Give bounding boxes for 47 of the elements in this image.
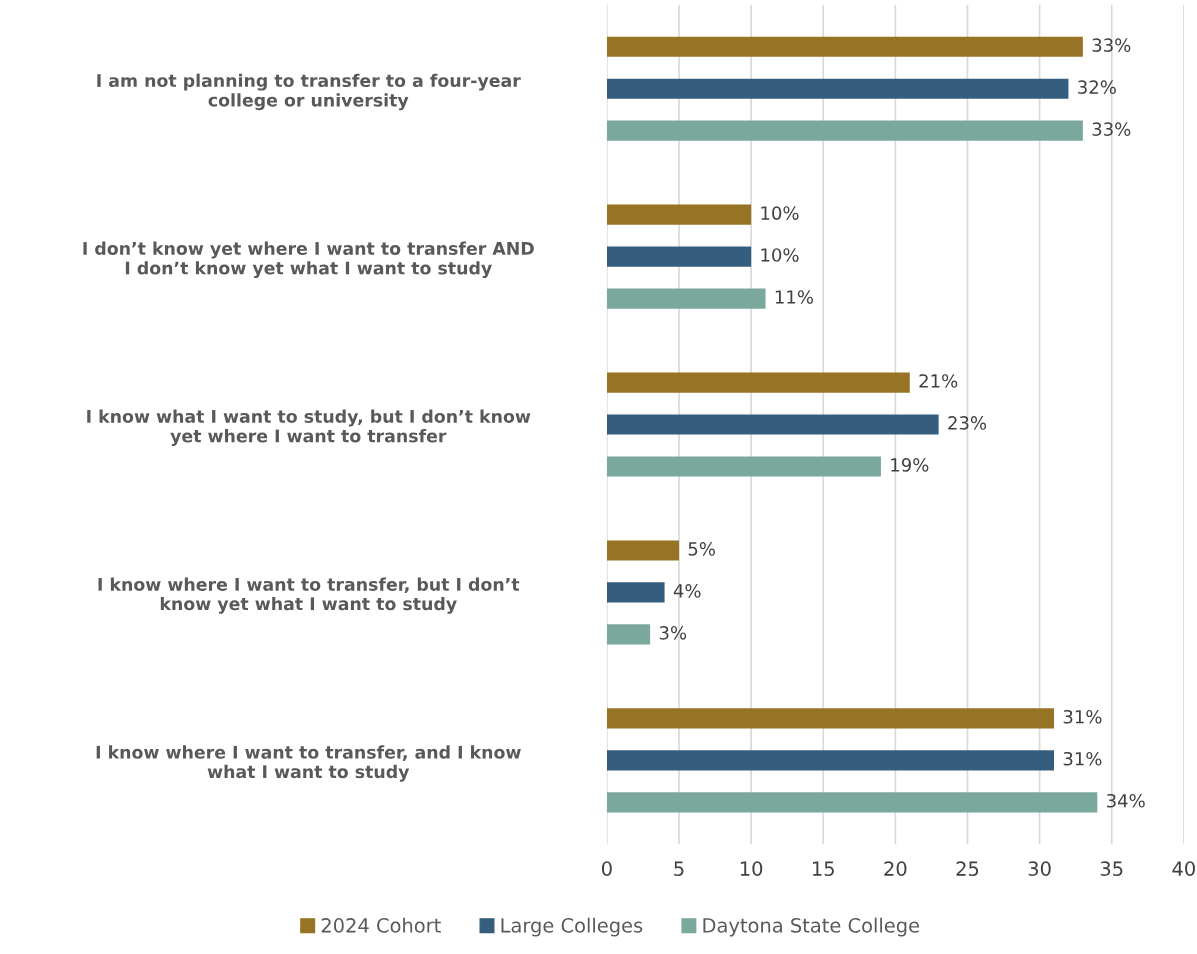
data-label: 4%	[673, 584, 701, 598]
data-label: 31%	[1063, 751, 1102, 766]
bar	[606, 246, 752, 267]
bar	[606, 120, 1083, 141]
bar	[606, 456, 881, 477]
data-label: 10%	[761, 206, 799, 220]
data-label: 10%	[761, 248, 799, 262]
legend-label: 2024 Cohort	[321, 917, 441, 933]
bar	[606, 624, 651, 645]
data-label: 19%	[891, 458, 929, 472]
bar	[606, 540, 679, 561]
bar	[606, 204, 752, 225]
data-label: 33%	[1092, 122, 1131, 136]
data-label: 34%	[1107, 793, 1145, 808]
data-label: 3%	[659, 625, 687, 640]
bar	[606, 414, 939, 435]
bar	[606, 708, 1055, 729]
data-label: 5%	[688, 542, 715, 556]
data-label: 11%	[775, 290, 814, 304]
x-tick-label: 5	[674, 861, 684, 877]
data-label: 23%	[948, 416, 987, 430]
x-tick-label: 25	[956, 861, 979, 877]
bar	[606, 582, 665, 603]
x-tick-label: 15	[813, 861, 834, 877]
legend-label: Large Colleges	[501, 917, 643, 937]
x-tick-label: 35	[1100, 861, 1123, 877]
x-tick-label: 40	[1172, 861, 1195, 877]
data-label: 31%	[1063, 709, 1102, 724]
bar	[606, 750, 1055, 771]
y-tick-label: I don’t know yet where I want to transfer AND I don’t know yet what I want to study	[83, 241, 534, 279]
x-tick-label: 30	[1028, 861, 1051, 877]
y-tick-label: I know where I want to transfer, but I don’t know yet what I want to study	[98, 577, 520, 614]
data-label: 32%	[1078, 80, 1116, 94]
y-tick-label: I am not planning to transfer to a four-year college or university	[97, 73, 521, 111]
x-tick-label: 10	[740, 861, 763, 877]
bar	[606, 792, 1098, 813]
legend-label: Daytona State College	[703, 917, 920, 937]
bar	[606, 288, 766, 309]
x-tick-label: 20	[884, 861, 907, 877]
bar	[606, 36, 1083, 57]
bar	[606, 78, 1069, 99]
y-tick-label: I know where I want to transfer, and I know what I want to study	[96, 745, 521, 782]
y-tick-label: I know what I want to study, but I don’t know yet where I want to transfer	[87, 409, 531, 446]
x-tick-label: 0	[601, 861, 612, 877]
bar	[606, 372, 910, 393]
data-label: 21%	[919, 374, 958, 388]
data-label: 33%	[1092, 38, 1131, 52]
